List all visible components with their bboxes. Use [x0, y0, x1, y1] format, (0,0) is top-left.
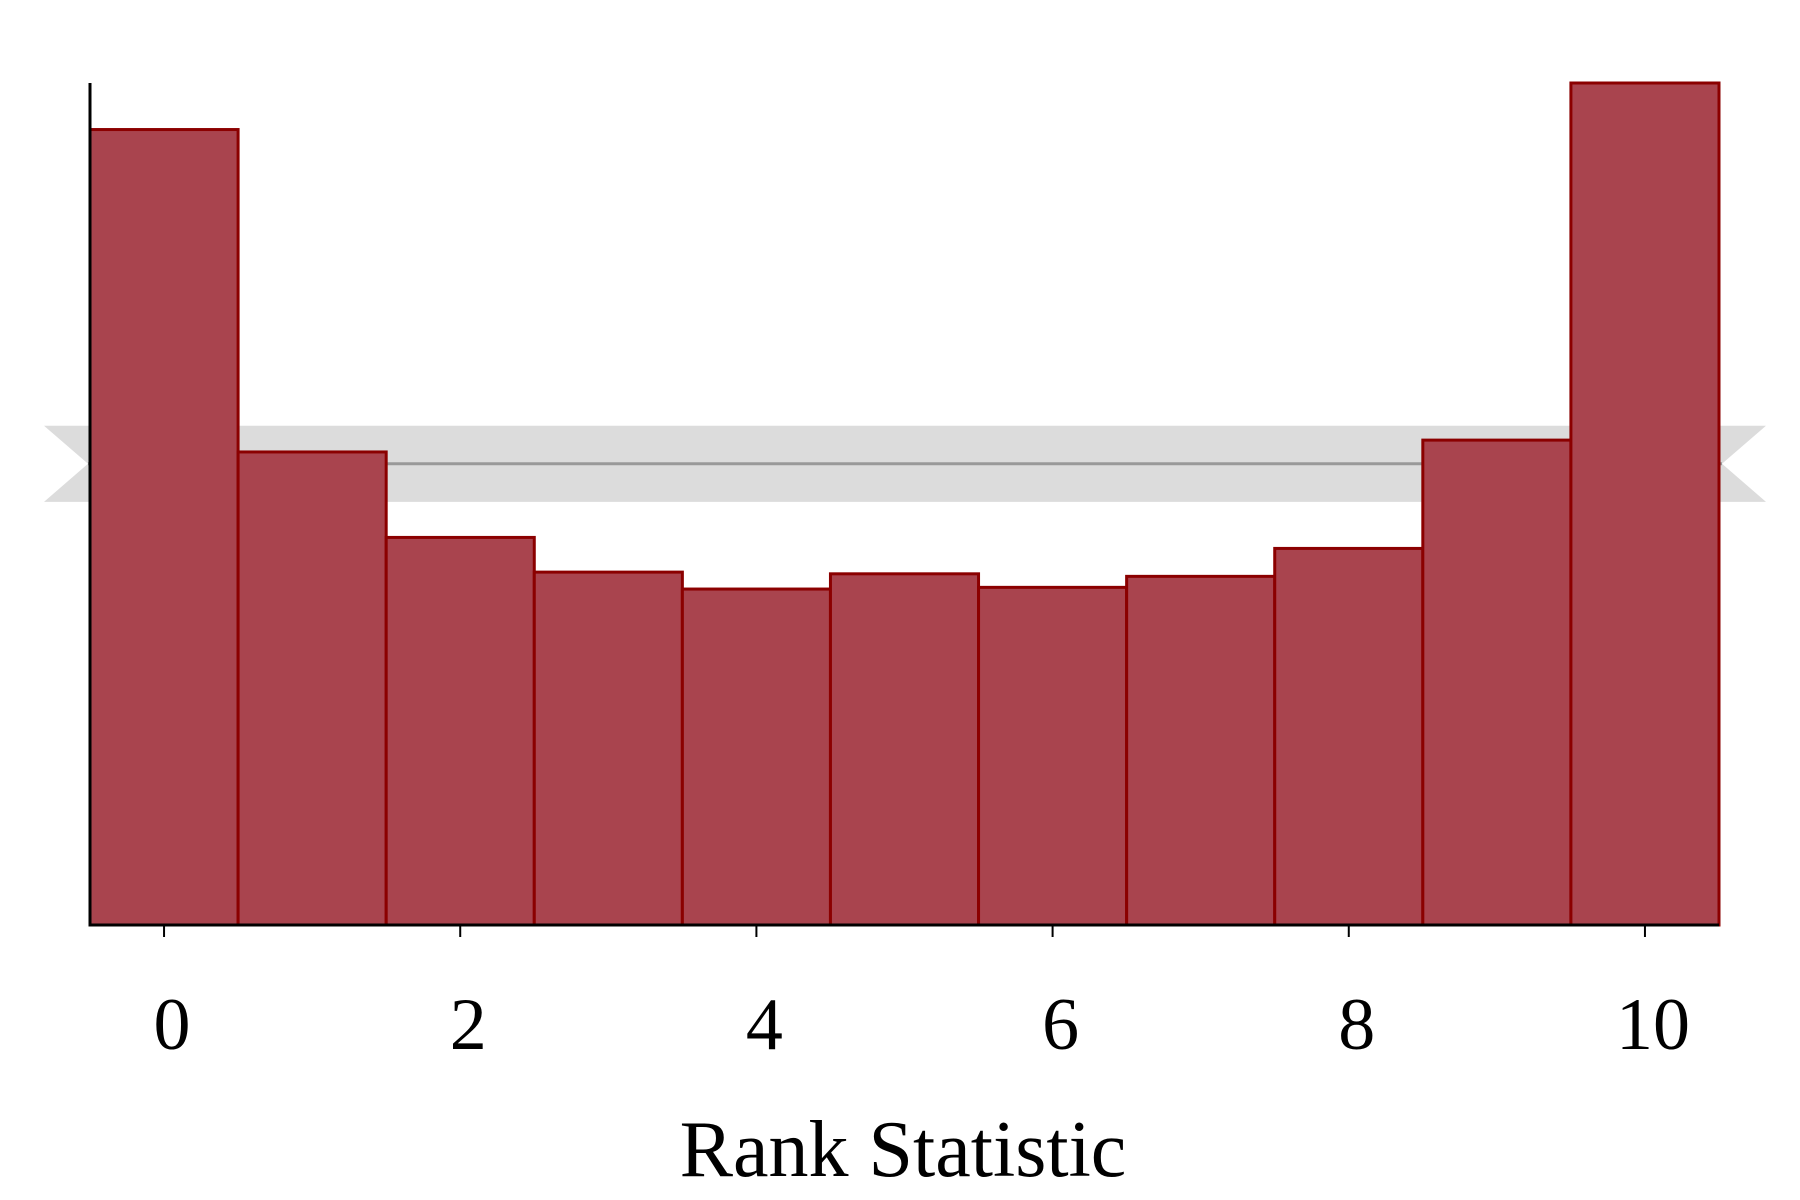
x-tick-label-0: 0 [154, 984, 191, 1066]
x-tick-label-4: 4 [746, 984, 783, 1066]
x-ticks-layer: 0 2 4 6 8 10 [154, 925, 1690, 1066]
x-axis-title: Rank Statistic [680, 1106, 1127, 1194]
histogram-bar-9 [1421, 438, 1573, 927]
histogram-bar-6 [977, 585, 1129, 927]
x-tick-label-10: 10 [1616, 984, 1690, 1066]
histogram-bar-10 [1569, 81, 1721, 927]
bars-layer [88, 81, 1721, 927]
histogram-bar-2 [384, 535, 536, 927]
histogram-bar-8 [1273, 546, 1425, 927]
histogram-bar-1 [236, 450, 388, 927]
histogram-bar-0 [88, 128, 240, 927]
histogram-bar-7 [1125, 574, 1277, 927]
histogram-bar-5 [828, 572, 981, 927]
histogram-bar-4 [680, 587, 832, 927]
histogram-bar-3 [532, 570, 684, 927]
axes-layer [88, 83, 1719, 927]
x-tick-label-2: 2 [450, 984, 487, 1066]
x-tick-label-8: 8 [1338, 984, 1375, 1066]
x-tick-label-6: 6 [1042, 984, 1079, 1066]
